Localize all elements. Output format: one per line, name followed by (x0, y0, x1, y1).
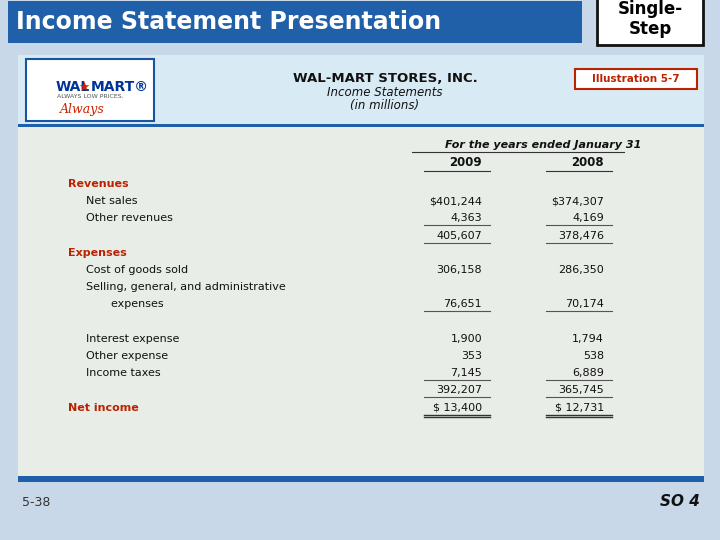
Text: MART®: MART® (91, 80, 149, 94)
Text: Interest expense: Interest expense (86, 334, 179, 344)
Text: Income Statement Presentation: Income Statement Presentation (16, 10, 441, 34)
Bar (18, 55, 704, 125)
Bar (18, 127, 704, 480)
Text: expenses: expenses (104, 299, 163, 309)
Text: Other revenues: Other revenues (86, 213, 173, 224)
Text: SO 4: SO 4 (660, 495, 700, 510)
Text: Selling, general, and administrative: Selling, general, and administrative (86, 282, 286, 292)
Text: 2008: 2008 (572, 157, 604, 170)
Text: 1,794: 1,794 (572, 334, 604, 344)
Bar (18, 54, 704, 482)
Text: Single-
Step: Single- Step (618, 0, 683, 38)
Bar (18, 51, 704, 56)
Text: 76,651: 76,651 (444, 299, 482, 309)
Bar (18, 476, 704, 482)
Text: $374,307: $374,307 (551, 196, 604, 206)
Text: Cost of goods sold: Cost of goods sold (86, 265, 188, 275)
Bar (597, 0, 703, 45)
Bar (601, 0, 707, 48)
Text: 378,476: 378,476 (558, 231, 604, 241)
Text: $ 12,731: $ 12,731 (554, 403, 604, 413)
Text: Expenses: Expenses (68, 248, 127, 258)
Text: 1,900: 1,900 (451, 334, 482, 344)
Text: (in millions): (in millions) (351, 99, 420, 112)
Text: 286,350: 286,350 (558, 265, 604, 275)
Bar (26, 59, 154, 121)
Text: 306,158: 306,158 (436, 265, 482, 275)
Text: Illustration 5-7: Illustration 5-7 (592, 74, 680, 84)
Text: 365,745: 365,745 (558, 386, 604, 395)
Text: For the years ended January 31: For the years ended January 31 (445, 140, 642, 150)
Bar (12, 4, 586, 46)
Text: 2009: 2009 (449, 157, 482, 170)
Text: 392,207: 392,207 (436, 386, 482, 395)
Text: Net sales: Net sales (86, 196, 138, 206)
Bar (18, 124, 704, 127)
Text: WAL-MART STORES, INC.: WAL-MART STORES, INC. (292, 71, 477, 84)
Text: Net income: Net income (68, 403, 139, 413)
Text: ALWAYS LOW PRICES.: ALWAYS LOW PRICES. (57, 94, 123, 99)
Text: Other expense: Other expense (86, 351, 168, 361)
Text: Income taxes: Income taxes (86, 368, 161, 378)
Text: Always: Always (60, 103, 104, 116)
Text: Revenues: Revenues (68, 179, 129, 189)
Bar (8, 1, 582, 43)
Text: 4,363: 4,363 (451, 213, 482, 224)
Text: ★: ★ (78, 80, 89, 93)
Text: WAL: WAL (56, 80, 90, 94)
Text: 538: 538 (583, 351, 604, 361)
Text: 7,145: 7,145 (450, 368, 482, 378)
Text: $ 13,400: $ 13,400 (433, 403, 482, 413)
Bar (575, 69, 697, 89)
Text: 5-38: 5-38 (22, 496, 50, 509)
Text: 6,889: 6,889 (572, 368, 604, 378)
Text: $401,244: $401,244 (429, 196, 482, 206)
Text: 353: 353 (461, 351, 482, 361)
Text: 70,174: 70,174 (565, 299, 604, 309)
Text: 4,169: 4,169 (572, 213, 604, 224)
Text: 405,607: 405,607 (436, 231, 482, 241)
Text: Income Statements: Income Statements (328, 86, 443, 99)
